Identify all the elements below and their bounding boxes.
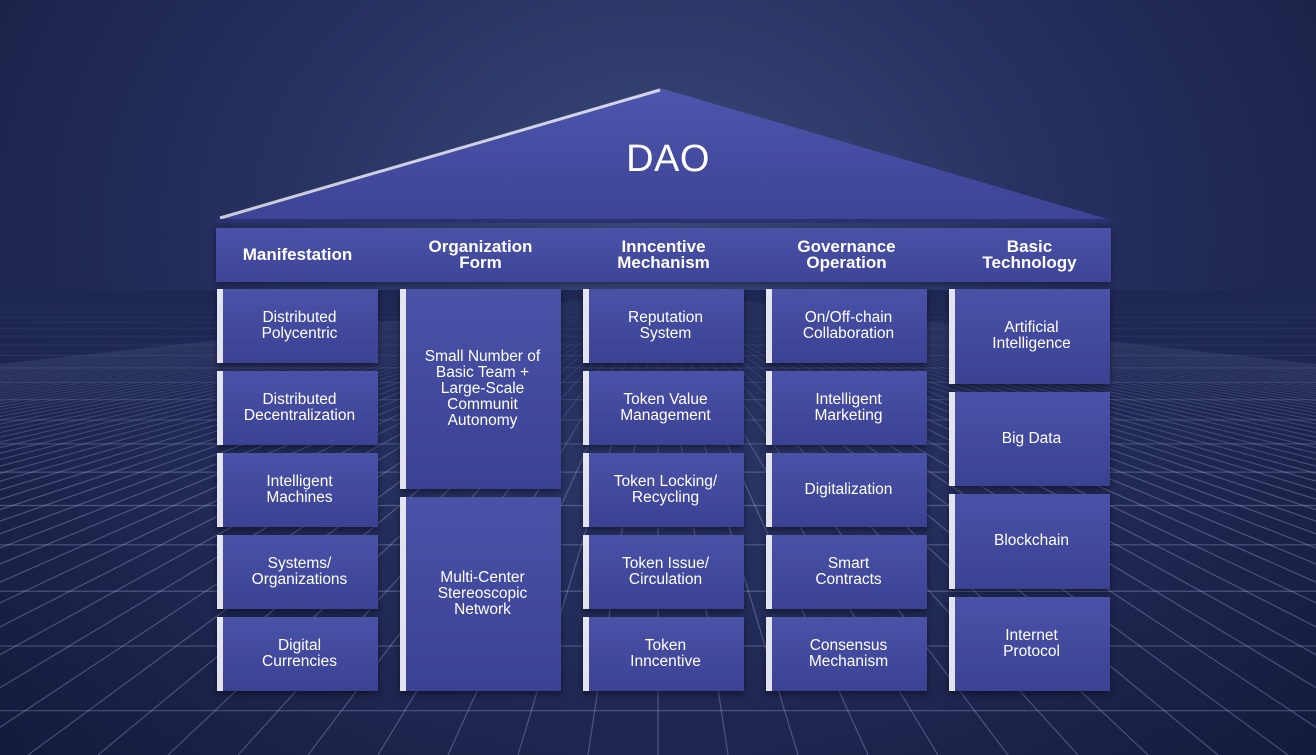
pillar-box-label: Smart Contracts	[815, 555, 882, 588]
pillar-box-big-data: Big Data	[949, 391, 1110, 486]
pillar-box-intelligent-machines: Intelligent Machines	[217, 453, 378, 527]
pillar-box-label: Distributed Polycentric	[261, 309, 338, 342]
pillar-box-distributed-decentralization: Distributed Decentralization	[217, 371, 378, 445]
pillar-box-label: Small Number of Basic Team + Large-Scale…	[424, 348, 541, 429]
pillar-box-consensus-mechanism: Consensus Mechanism	[766, 617, 927, 691]
pillar-box-label: Intelligent Machines	[266, 473, 333, 506]
column-header-basic-technology: Basic Technology	[949, 228, 1110, 282]
column-header-label: Basic Technology	[982, 237, 1077, 272]
pillar-box-label: Intelligent Marketing	[814, 391, 883, 424]
pillar-box-label: Multi-Center Stereoscopic Network	[437, 569, 528, 618]
column-header-organization-form: Organization Form	[400, 228, 561, 282]
dao-roof	[216, 88, 1111, 223]
pillar-box-blockchain: Blockchain	[949, 494, 1110, 589]
pillar-box-label: Token Value Management	[620, 391, 711, 424]
pillar-box-token-inncentive: Token Inncentive	[583, 617, 744, 691]
pillar-box-small-number-of-basic-team-large-scale-communit-autonomy: Small Number of Basic Team + Large-Scale…	[400, 289, 561, 489]
pillar-box-artificial-intelligence: Artificial Intelligence	[949, 289, 1110, 384]
pillar-box-label: Big Data	[1001, 429, 1062, 447]
pillar-box-label: Token Inncentive	[630, 637, 701, 670]
pillar-box-digitalization: Digitalization	[766, 453, 927, 527]
pillar-box-label: Token Locking/ Recycling	[613, 473, 718, 506]
column-header-label: Organization Form	[428, 237, 533, 272]
column-header-label: Governance Operation	[797, 237, 896, 272]
column-header-manifestation: Manifestation	[217, 228, 378, 282]
pillar-box-label: On/Off-chain Collaboration	[802, 309, 895, 342]
pillar-box-label: Systems/ Organizations	[251, 555, 348, 588]
pillar-box-label: Consensus Mechanism	[808, 637, 889, 670]
pillar-box-token-issue-circulation: Token Issue/ Circulation	[583, 535, 744, 609]
pillar-box-distributed-polycentric: Distributed Polycentric	[217, 289, 378, 363]
pillar-box-token-value-management: Token Value Management	[583, 371, 744, 445]
pillar-box-label: Distributed Decentralization	[243, 391, 356, 424]
pillar-box-label: Digitalization	[804, 481, 893, 498]
pillar-box-on-off-chain-collaboration: On/Off-chain Collaboration	[766, 289, 927, 363]
pillar-box-label: Artificial Intelligence	[992, 319, 1071, 353]
column-header-label: Manifestation	[242, 245, 353, 264]
pillar-box-smart-contracts: Smart Contracts	[766, 535, 927, 609]
pillar-box-label: Digital Currencies	[262, 637, 337, 670]
header-bar: Manifestation Organization Form Inncentive…	[216, 228, 1111, 282]
pillar-box-token-locking-recycling: Token Locking/ Recycling	[583, 453, 744, 527]
pillar-box-label: Internet Protocol	[1003, 626, 1060, 660]
pillar-box-label: Reputation System	[628, 309, 703, 342]
column-header-governance-operation: Governance Operation	[766, 228, 927, 282]
pillar-box-label: Blockchain	[994, 532, 1069, 550]
pillar-box-multi-center-stereoscopic-network: Multi-Center Stereoscopic Network	[400, 497, 561, 691]
pillar-box-systems-organizations: Systems/ Organizations	[217, 535, 378, 609]
dao-title: DAO	[626, 138, 710, 180]
column-header-label: Inncentive Mechanism	[617, 237, 710, 272]
pillar-box-digital-currencies: Digital Currencies	[217, 617, 378, 691]
pillar-box-internet-protocol: Internet Protocol	[949, 596, 1110, 691]
pillar-box-intelligent-marketing: Intelligent Marketing	[766, 371, 927, 445]
pillar-box-reputation-system: Reputation System	[583, 289, 744, 363]
column-header-inncentive-mechanism: Inncentive Mechanism	[583, 228, 744, 282]
pillar-box-label: Token Issue/ Circulation	[621, 555, 710, 588]
